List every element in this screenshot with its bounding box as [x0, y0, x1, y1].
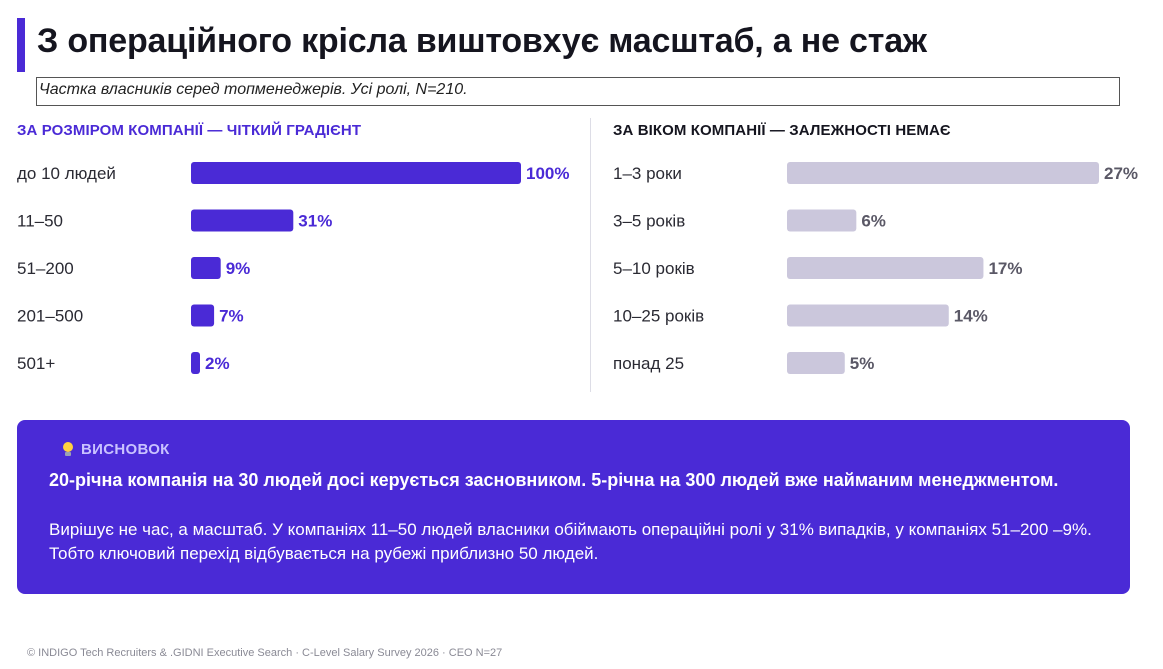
value-label: 14%: [954, 307, 988, 326]
bar: [787, 162, 1099, 184]
age-chart-title: ЗА ВІКОМ КОМПАНІЇ — ЗАЛЕЖНОСТІ НЕМАЄ: [613, 122, 951, 139]
lightbulb-icon: [61, 441, 75, 458]
value-label: 27%: [1104, 164, 1138, 183]
bar: [191, 352, 200, 374]
value-label: 5%: [850, 354, 875, 373]
bar: [787, 304, 949, 327]
footer-credits: © INDIGO Tech Recruiters & .GIDNI Execut…: [27, 647, 503, 659]
category-label: 3–5 років: [613, 212, 685, 231]
bar: [191, 257, 221, 279]
charts-divider: [590, 118, 591, 392]
category-label: 51–200: [17, 259, 74, 278]
value-label: 6%: [861, 212, 886, 231]
category-label: 201–500: [17, 307, 83, 326]
bar: [191, 162, 521, 184]
title-accent-bar: [17, 18, 25, 72]
bar: [787, 209, 857, 232]
age-bar-chart: 1–3 роки 27% 3–5 років 6% 5–10 років 17% 10–25…: [613, 162, 1138, 374]
size-bar-chart: до 10 людей 100% 11–50 31% 51–200 9% 201–500 7%…: [17, 162, 569, 374]
bar: [787, 257, 984, 279]
category-label: до 10 людей: [17, 164, 116, 183]
value-label: 2%: [205, 354, 230, 373]
value-label: 100%: [526, 164, 569, 183]
bar: [787, 352, 845, 374]
page-title: З операційного крісла виштовхує масштаб,…: [37, 22, 927, 60]
conclusion-explanation: Вирішує не час, а масштаб. У компаніях 1…: [49, 520, 1092, 563]
category-label: понад 25: [613, 354, 684, 373]
conclusion-key-finding: 20-річна компанія на 30 людей досі керує…: [49, 470, 1059, 490]
conclusion-panel: ВИСНОВОК 20-річна компанія на 30 людей д…: [17, 420, 1130, 594]
bar: [191, 209, 294, 232]
size-chart-title: ЗА РОЗМІРОМ КОМПАНІЇ — ЧІТКИЙ ГРАДІЄНТ: [17, 122, 362, 139]
category-label: 1–3 роки: [613, 164, 682, 183]
category-label: 10–25 років: [613, 307, 704, 326]
bar: [191, 304, 215, 327]
value-label: 31%: [298, 212, 332, 231]
subtitle: Частка власників серед топменеджерів. Ус…: [36, 77, 1120, 106]
conclusion-heading: ВИСНОВОК: [61, 441, 170, 458]
conclusion-heading-label: ВИСНОВОК: [81, 441, 170, 458]
value-label: 9%: [226, 259, 251, 278]
category-label: 5–10 років: [613, 259, 695, 278]
category-label: 11–50: [17, 212, 63, 231]
category-label: 501+: [17, 354, 55, 373]
value-label: 17%: [988, 259, 1022, 278]
value-label: 7%: [219, 307, 244, 326]
